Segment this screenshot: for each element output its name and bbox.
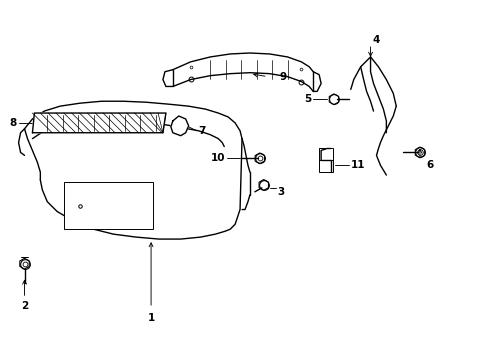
Text: 6: 6	[425, 160, 432, 170]
Bar	[319, 148, 332, 172]
Polygon shape	[170, 116, 188, 136]
Text: 9: 9	[279, 72, 286, 82]
Text: 3: 3	[277, 187, 285, 197]
Bar	[64, 182, 153, 229]
Text: 11: 11	[350, 160, 365, 170]
Text: 2: 2	[21, 301, 28, 311]
Text: 5: 5	[304, 94, 310, 104]
Text: 10: 10	[210, 153, 225, 163]
Text: 4: 4	[372, 35, 379, 45]
Polygon shape	[32, 113, 165, 133]
Text: 8: 8	[9, 118, 17, 128]
Text: 7: 7	[198, 126, 205, 136]
Text: 1: 1	[147, 313, 154, 323]
